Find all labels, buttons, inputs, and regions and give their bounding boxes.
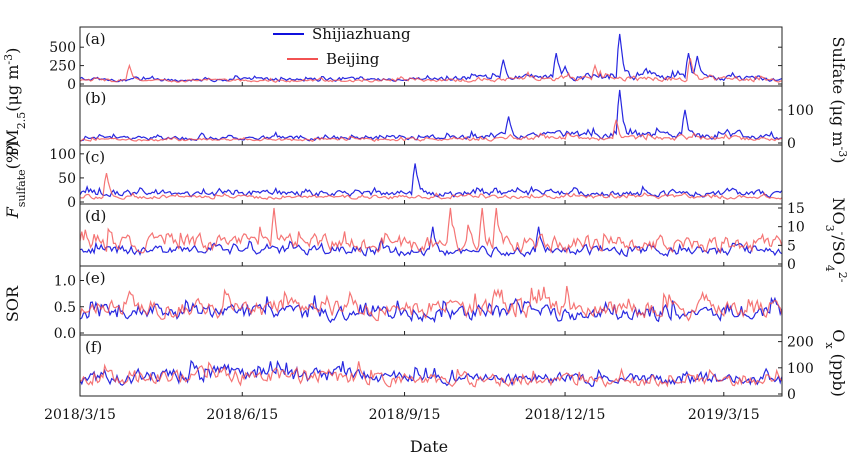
y-tick-label: 500 bbox=[49, 40, 76, 56]
y-tick-label: 250 bbox=[49, 59, 76, 75]
series-line-beijing-f bbox=[79, 361, 783, 388]
panel-f: (f) 0 100 200 bbox=[79, 334, 814, 403]
series-line-shijiazhuang-e bbox=[79, 295, 783, 324]
panel-label: (f) bbox=[85, 338, 102, 356]
ylabel-ratio: NO3-/SO42- bbox=[824, 197, 850, 282]
y-tick-label: 0 bbox=[67, 195, 76, 211]
y-tick-label: 10 bbox=[787, 220, 805, 236]
ylabel-fsulfate: Fsulfate(%) bbox=[3, 142, 28, 220]
panel-label: (d) bbox=[85, 207, 106, 225]
legend: Shijiazhuang Beijing bbox=[273, 25, 411, 68]
legend-label-shijiazhuang: Shijiazhuang bbox=[312, 25, 411, 43]
series-line-shijiazhuang-c bbox=[79, 163, 783, 199]
legend-label-beijing: Beijing bbox=[326, 50, 380, 68]
panel-label: (c) bbox=[85, 148, 105, 166]
panel-d: (d) 0 5 10 15 bbox=[79, 201, 805, 273]
series-line-shijiazhuang-f bbox=[79, 359, 783, 388]
panel-frame bbox=[79, 26, 783, 87]
panels: (a) 0 250 500 (b) 0 100 (c) 0 50 100 (d) 0 5 10 15 (e) 0.… bbox=[49, 26, 814, 403]
series-line-beijing-e bbox=[79, 285, 783, 322]
y-tick-label: 50 bbox=[58, 171, 76, 187]
series-line-beijing-b bbox=[79, 119, 782, 143]
x-tick-label: 2018/12/15 bbox=[525, 407, 606, 423]
y-tick-label: 5 bbox=[787, 238, 796, 254]
xlabel: Date bbox=[410, 437, 448, 456]
series-line-shijiazhuang-a bbox=[79, 33, 783, 83]
y-tick-label: 0 bbox=[67, 77, 76, 93]
ylabel-ox: Ox (ppb) bbox=[824, 329, 849, 397]
y-tick-label: 0 bbox=[787, 136, 796, 152]
ylabel-pm25: PM2.5(μg m-3) bbox=[2, 48, 28, 157]
panel-label: (e) bbox=[85, 269, 106, 287]
series-line-beijing-a bbox=[79, 58, 783, 83]
series-line-beijing-d bbox=[79, 207, 783, 254]
y-tick-label: 15 bbox=[787, 201, 805, 217]
y-tick-label: 0 bbox=[787, 257, 796, 273]
y-tick-label: 100 bbox=[49, 147, 76, 163]
y-tick-label: 0.0 bbox=[54, 326, 76, 342]
panel-c: (c) 0 50 100 bbox=[49, 144, 783, 211]
panel-b: (b) 0 100 bbox=[79, 85, 814, 152]
x-tick-label: 2019/3/15 bbox=[688, 407, 760, 423]
ylabel-sulfate: Sulfate (μg m-3) bbox=[829, 37, 850, 164]
y-tick-label: 0 bbox=[787, 387, 796, 403]
panel-frame bbox=[79, 334, 783, 397]
panel-label: (a) bbox=[85, 30, 106, 48]
panel-label: (b) bbox=[85, 89, 106, 107]
ylabel-sor: SOR bbox=[3, 285, 22, 322]
x-axis: 2018/3/15 2018/6/15 2018/9/15 2018/12/15 201… bbox=[44, 407, 760, 423]
series-line-beijing-c bbox=[79, 172, 783, 200]
y-tick-label: 1.0 bbox=[54, 274, 76, 290]
y-tick-label: 100 bbox=[787, 103, 814, 119]
x-tick-label: 2018/3/15 bbox=[44, 407, 116, 423]
series-line-shijiazhuang-b bbox=[79, 89, 783, 142]
x-tick-label: 2018/9/15 bbox=[369, 407, 441, 423]
y-tick-label: 100 bbox=[787, 361, 814, 377]
x-tick-label: 2018/6/15 bbox=[206, 407, 278, 423]
y-tick-label: 200 bbox=[787, 335, 814, 351]
y-tick-label: 0.5 bbox=[54, 300, 76, 316]
panel-a: (a) 0 250 500 bbox=[49, 26, 783, 93]
panel-e: (e) 0.0 0.5 1.0 bbox=[54, 265, 783, 342]
